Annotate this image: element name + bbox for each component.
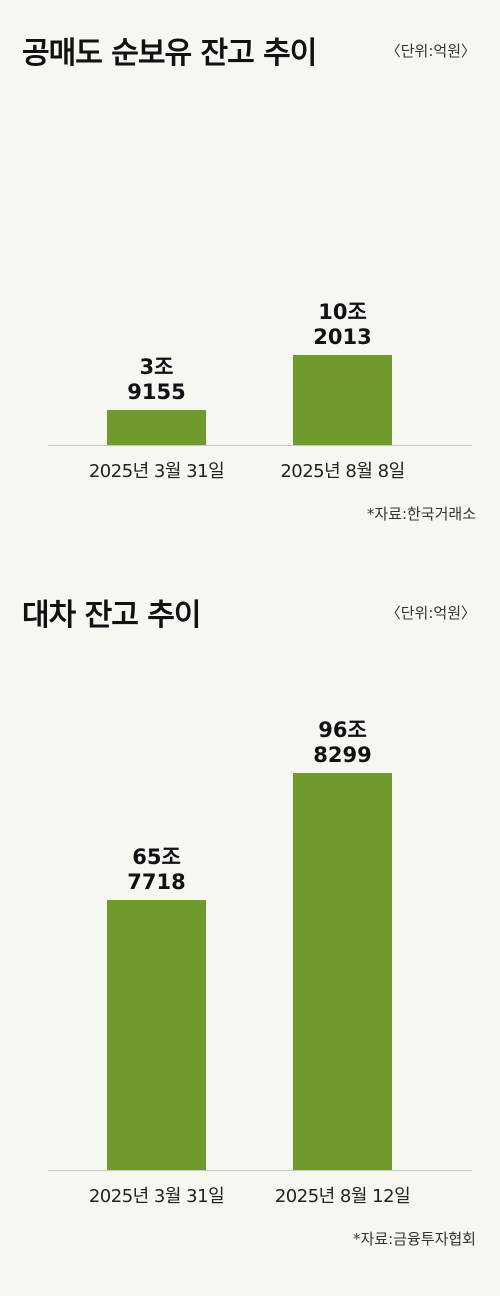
value-label: 10조 2013 [313,300,372,349]
bar [293,773,392,1170]
x-tick-label: 2025년 3월 31일 [88,461,225,482]
unit-label: 〈단위:억원〉 [385,42,476,60]
bar [107,900,206,1170]
bar [293,355,392,445]
source: *자료:금융투자협회 [353,1230,476,1248]
baseline [48,445,472,446]
bar [107,410,206,445]
chart-title: 공매도 순보유 잔고 추이 [22,36,317,71]
chart-title: 대차 잔고 추이 [22,598,201,633]
value-label: 65조 7718 [127,845,186,895]
source: *자료:한국거래소 [366,505,476,523]
x-tick-label: 2025년 3월 31일 [88,1186,225,1207]
value-label: 3조 9155 [127,355,186,405]
unit-label: 〈단위:억원〉 [385,604,476,622]
x-tick-label: 2025년 8월 8일 [280,461,405,482]
value-label: 96조 8299 [313,718,372,767]
baseline [48,1170,472,1171]
x-tick-label: 2025년 8월 12일 [274,1186,411,1207]
